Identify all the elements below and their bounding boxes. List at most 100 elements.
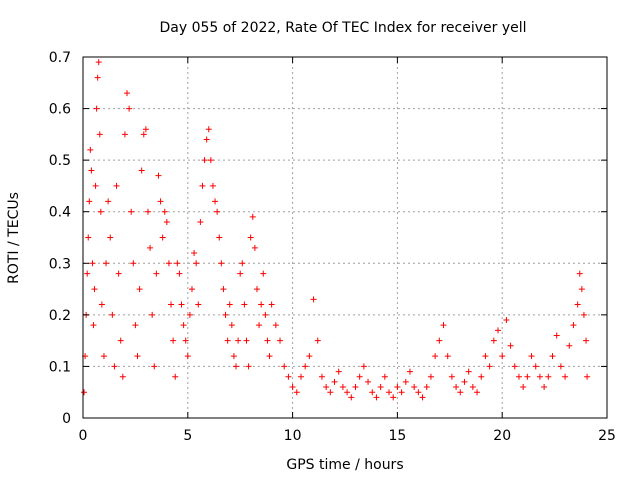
data-point <box>218 260 225 267</box>
data-point <box>105 198 112 205</box>
data-point <box>199 182 206 189</box>
data-point <box>113 182 120 189</box>
data-point <box>207 157 214 164</box>
data-point <box>87 146 94 153</box>
data-point <box>570 322 577 329</box>
data-point <box>237 270 244 277</box>
data-point <box>507 342 514 349</box>
data-point <box>136 286 143 293</box>
data-point <box>95 59 102 66</box>
data-point <box>281 363 288 370</box>
grid-layer <box>83 57 607 418</box>
data-point <box>142 126 149 133</box>
data-point <box>262 311 269 318</box>
data-point <box>224 337 231 344</box>
data-point <box>107 234 114 241</box>
data-point <box>436 337 443 344</box>
data-point <box>186 311 193 318</box>
data-point <box>553 332 560 339</box>
data-point <box>209 182 216 189</box>
data-point <box>235 337 242 344</box>
data-point <box>440 322 447 329</box>
data-point <box>373 394 380 401</box>
data-points <box>81 59 591 401</box>
x-tick-label: 5 <box>183 428 192 444</box>
data-point <box>126 105 133 112</box>
data-point <box>365 378 372 385</box>
data-point <box>511 363 518 370</box>
y-tick-label: 0.2 <box>49 308 71 324</box>
data-point <box>260 270 267 277</box>
axis-ticks <box>82 56 608 419</box>
y-tick-label: 0.1 <box>49 359 71 375</box>
y-tick-label: 0 <box>62 411 71 427</box>
y-tick-label: 0.5 <box>49 153 71 169</box>
data-point <box>515 373 522 380</box>
data-point <box>285 373 292 380</box>
data-point <box>132 322 139 329</box>
data-point <box>182 337 189 344</box>
data-point <box>233 363 240 370</box>
data-point <box>310 296 317 303</box>
data-point <box>197 219 204 226</box>
data-point <box>495 327 502 334</box>
data-point <box>85 234 92 241</box>
x-tick-label: 10 <box>284 428 302 444</box>
data-point <box>159 234 166 241</box>
data-point <box>203 136 210 143</box>
data-point <box>157 198 164 205</box>
data-point <box>427 373 434 380</box>
x-tick-labels: 0 5 10 15 20 25 <box>79 428 616 444</box>
data-point <box>180 322 187 329</box>
data-point <box>335 368 342 375</box>
data-point <box>562 373 569 380</box>
data-point <box>576 270 583 277</box>
data-point <box>212 198 219 205</box>
data-point <box>297 373 304 380</box>
data-point <box>195 301 202 308</box>
data-point <box>91 286 98 293</box>
data-point <box>289 384 296 391</box>
data-point <box>201 157 208 164</box>
data-point <box>176 270 183 277</box>
data-point <box>584 373 591 380</box>
data-point <box>390 394 397 401</box>
data-point <box>314 337 321 344</box>
data-point <box>98 301 105 308</box>
data-point <box>245 363 252 370</box>
data-point <box>155 172 162 179</box>
data-point <box>149 311 156 318</box>
data-point <box>277 337 284 344</box>
data-point <box>258 301 265 308</box>
x-tick-label: 20 <box>493 428 511 444</box>
y-tick-label: 0.4 <box>49 205 71 221</box>
x-axis-label: GPS time / hours <box>286 457 403 473</box>
data-point <box>532 363 539 370</box>
data-point <box>293 389 300 396</box>
data-point <box>524 373 531 380</box>
data-point <box>230 353 237 360</box>
data-point <box>402 378 409 385</box>
data-point <box>184 353 191 360</box>
data-point <box>251 244 258 251</box>
data-point <box>130 260 137 267</box>
data-point <box>327 389 334 396</box>
data-point <box>92 182 99 189</box>
data-point <box>241 301 248 308</box>
data-point <box>128 208 135 215</box>
data-point <box>398 389 405 396</box>
data-point <box>249 213 256 220</box>
data-point <box>499 353 506 360</box>
data-point <box>474 389 481 396</box>
plot-frame <box>82 56 608 419</box>
data-point <box>528 353 535 360</box>
data-point <box>220 286 227 293</box>
data-point <box>272 322 279 329</box>
data-point <box>578 286 585 293</box>
data-point <box>444 353 451 360</box>
data-point <box>419 394 426 401</box>
data-point <box>109 311 116 318</box>
data-point <box>268 301 275 308</box>
data-point <box>111 363 118 370</box>
